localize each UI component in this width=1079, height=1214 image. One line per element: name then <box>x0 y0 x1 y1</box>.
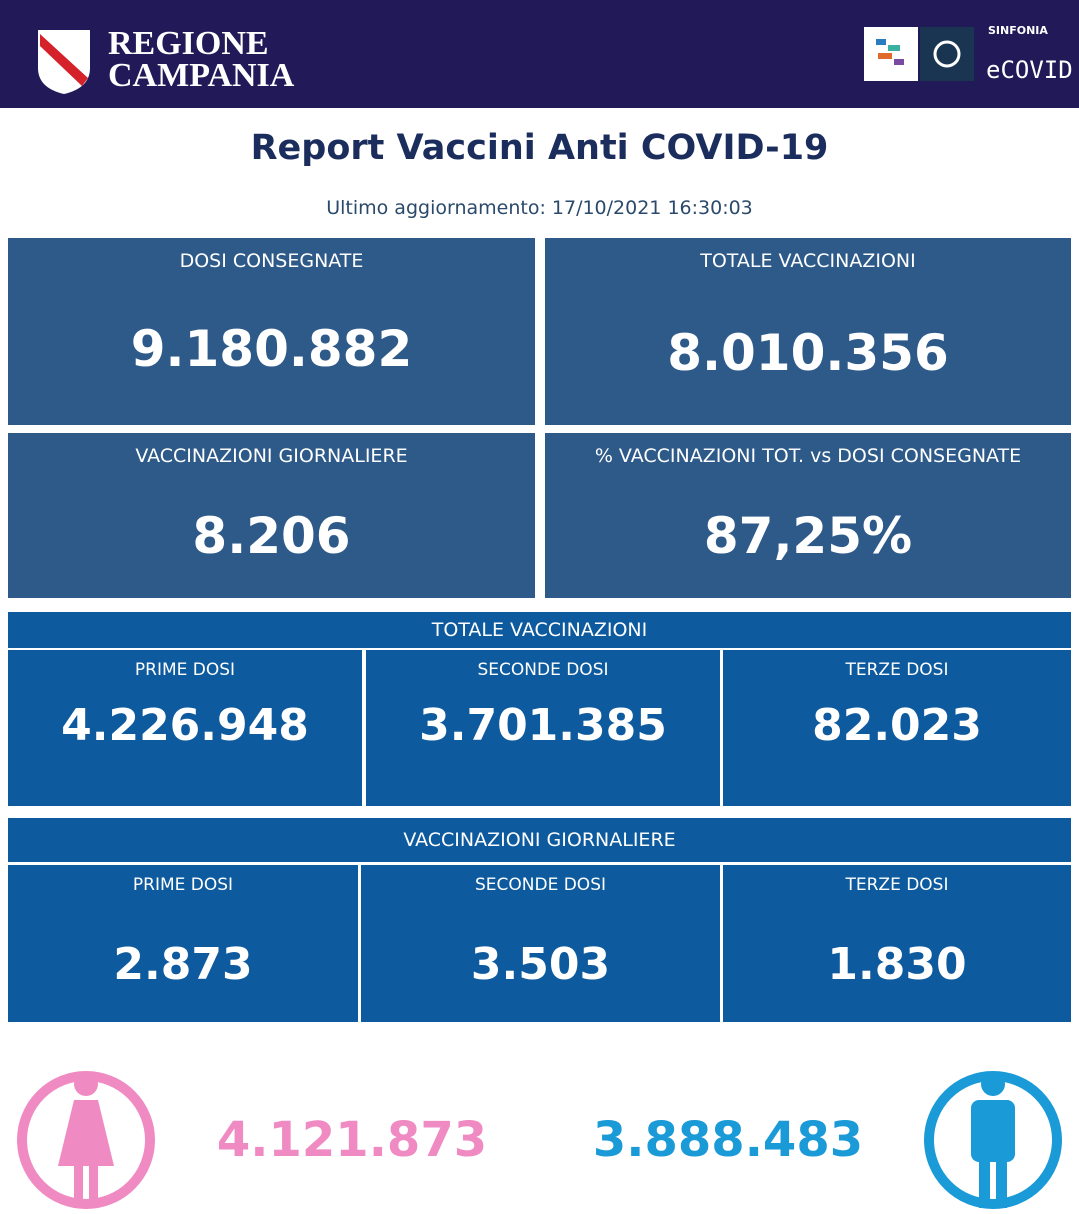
stat-cell: PRIME DOSI 2.873 <box>8 865 358 1022</box>
cell-value: 3.701.385 <box>419 700 667 751</box>
card-value: 87,25% <box>703 507 913 565</box>
female-icon <box>17 1071 155 1209</box>
stat-card: % VACCINAZIONI TOT. vs DOSI CONSEGNATE 87… <box>545 433 1071 598</box>
cell-value: 2.873 <box>113 939 253 990</box>
section-title: VACCINAZIONI GIORNALIERE <box>8 818 1071 862</box>
stat-card: VACCINAZIONI GIORNALIERE 8.206 <box>8 433 535 598</box>
cell-value: 3.503 <box>470 939 611 990</box>
stat-cell: PRIME DOSI 4.226.948 <box>8 650 362 806</box>
card-label: VACCINAZIONI GIORNALIERE <box>135 445 408 467</box>
cell-label: TERZE DOSI <box>845 875 949 895</box>
region-crest <box>38 30 90 94</box>
female-total: 4.121.873 <box>216 1112 488 1168</box>
logo-line: REGIONE <box>108 25 269 62</box>
cell-label: SECONDE DOSI <box>477 660 609 680</box>
stat-cell: SECONDE DOSI 3.701.385 <box>366 650 720 806</box>
stat-card: TOTALE VACCINAZIONI 8.010.356 <box>545 238 1071 425</box>
logo-line: CAMPANIA <box>108 57 295 94</box>
stat-cell: TERZE DOSI 82.023 <box>723 650 1071 806</box>
cell-value: 1.830 <box>827 939 967 990</box>
cell-label: PRIME DOSI <box>134 660 236 680</box>
cell-label: SECONDE DOSI <box>474 875 606 895</box>
cell-value: 4.226.948 <box>61 700 309 751</box>
title: Report Vaccini Anti COVID-19 <box>250 128 829 168</box>
card-label: % VACCINAZIONI TOT. vs DOSI CONSEGNATE <box>594 445 1022 467</box>
stat-cell: SECONDE DOSI 3.503 <box>361 865 720 1022</box>
subtitle: Ultimo aggiornamento: 17/10/2021 16:30:0… <box>326 197 753 219</box>
male-icon <box>924 1071 1062 1209</box>
stat-card: DOSI CONSEGNATE 9.180.882 <box>8 238 535 425</box>
cell-label: TERZE DOSI <box>845 660 949 680</box>
card-label: TOTALE VACCINAZIONI <box>700 250 916 272</box>
stat-cell: TERZE DOSI 1.830 <box>723 865 1071 1022</box>
card-value: 8.206 <box>192 507 351 565</box>
partner-name: eCOVID <box>986 56 1073 84</box>
card-value: 8.010.356 <box>667 324 949 382</box>
section-title: TOTALE VACCINAZIONI <box>8 612 1071 648</box>
card-label: DOSI CONSEGNATE <box>179 250 364 272</box>
male-total: 3.888.483 <box>592 1112 864 1168</box>
cell-value: 82.023 <box>812 700 982 751</box>
header: REGIONE CAMPANIA SINFONIA eCOVID <box>0 0 1079 108</box>
cell-label: PRIME DOSI <box>132 875 234 895</box>
partner-label: SINFONIA <box>988 24 1048 37</box>
card-value: 9.180.882 <box>130 320 413 378</box>
partner-logo <box>864 27 974 81</box>
